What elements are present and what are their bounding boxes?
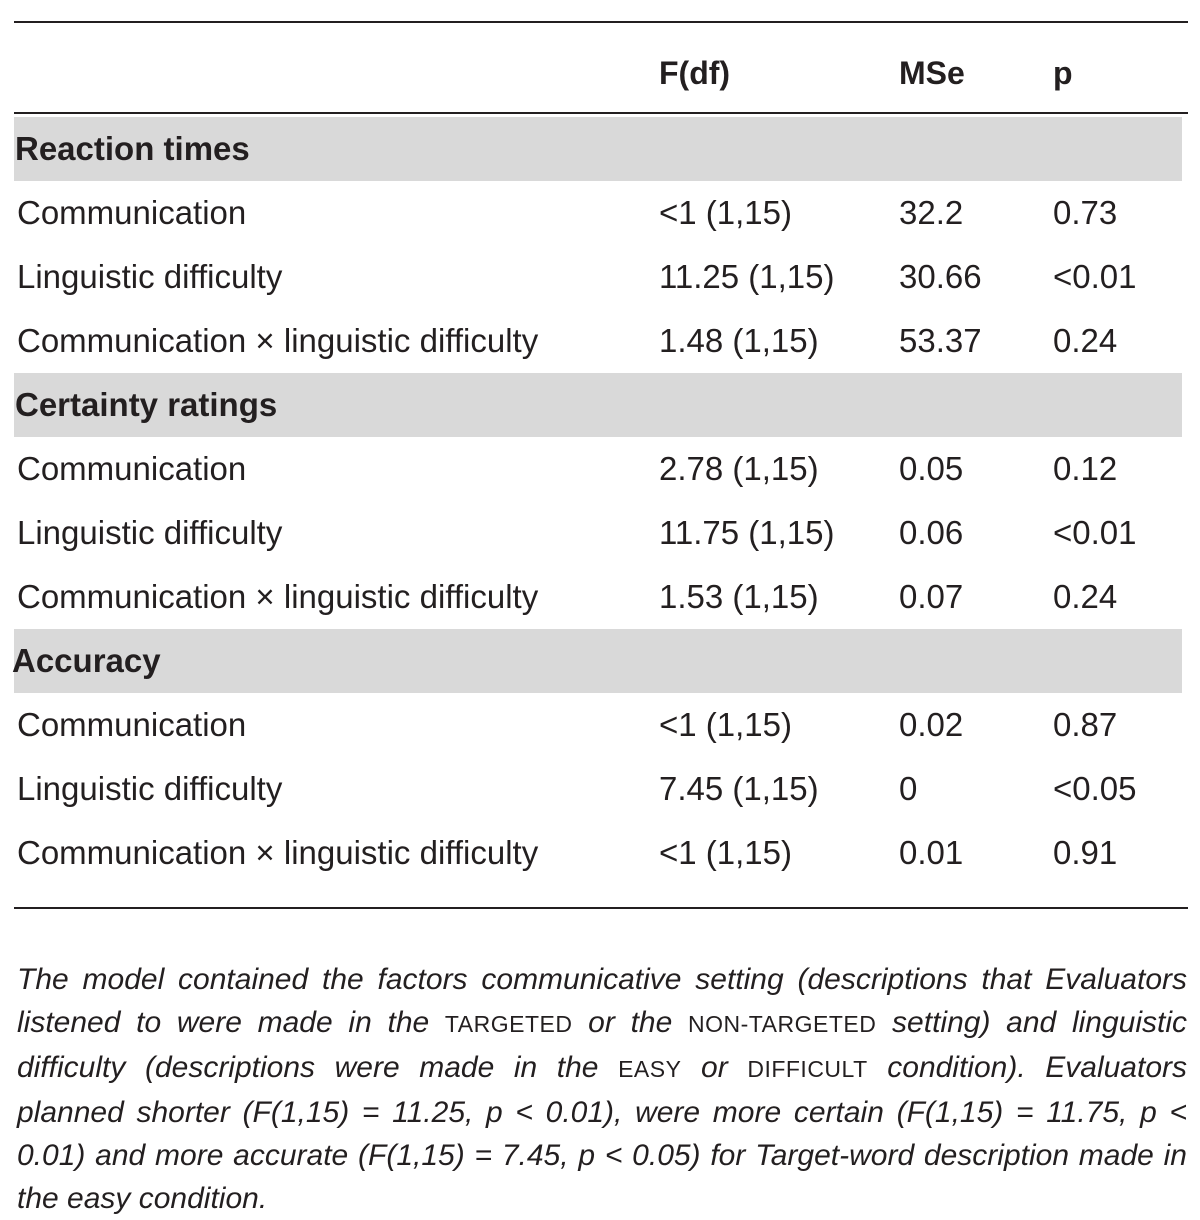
mse-cell: 0.07 xyxy=(899,578,964,615)
footnote-smallcaps: DIFFICULT xyxy=(747,1056,868,1082)
footnote-text: The model contained the factors communic… xyxy=(17,963,1187,1039)
p-cell: 0.73 xyxy=(1053,194,1118,231)
p-cell: <0.05 xyxy=(1053,770,1137,807)
f-df-cell: <1 (1,15) xyxy=(659,194,792,231)
p-cell: 0.12 xyxy=(1053,450,1118,487)
f-df-cell: <1 (1,15) xyxy=(659,834,792,871)
header-f-df: F(df) xyxy=(659,55,731,91)
section-accuracy: Accuracy xyxy=(12,629,1182,693)
factor-cell: Linguistic difficulty xyxy=(17,258,283,295)
f-df-cell: 1.48 (1,15) xyxy=(659,322,819,359)
header-p: p xyxy=(1053,55,1073,91)
p-cell: <0.01 xyxy=(1053,258,1137,295)
table-header-rule xyxy=(14,112,1188,114)
section-reaction-times: Reaction times xyxy=(14,117,1182,181)
p-cell: <0.01 xyxy=(1053,514,1137,551)
section-title: Accuracy xyxy=(12,642,161,679)
f-df-cell: 11.75 (1,15) xyxy=(659,514,835,551)
table-row: Communication × linguistic difficulty <1… xyxy=(14,821,1182,885)
factor-cell: Communication xyxy=(17,450,247,487)
f-df-cell: 1.53 (1,15) xyxy=(659,578,819,615)
section-title: Reaction times xyxy=(15,130,250,167)
mse-cell: 0 xyxy=(899,770,918,807)
footnote-text: condition). Evaluators planned shorter (… xyxy=(17,1051,1187,1215)
footnote-smallcaps: EASY xyxy=(618,1056,682,1082)
table-row: Communication × linguistic difficulty 1.… xyxy=(14,309,1182,373)
factor-cell: Communication × linguistic difficulty xyxy=(17,578,539,615)
table-row: Linguistic difficulty 11.25 (1,15) 30.66… xyxy=(14,245,1182,309)
f-df-cell: 11.25 (1,15) xyxy=(659,258,835,295)
table-top-rule xyxy=(14,21,1188,23)
mse-cell: 0.02 xyxy=(899,706,964,743)
section-title: Certainty ratings xyxy=(15,386,278,423)
table-row: Communication 2.78 (1,15) 0.05 0.12 xyxy=(14,437,1182,501)
table-row: Linguistic difficulty 7.45 (1,15) 0 <0.0… xyxy=(14,757,1182,821)
f-df-cell: 2.78 (1,15) xyxy=(659,450,819,487)
footnote-smallcaps: NON-TARGETED xyxy=(688,1011,877,1037)
factor-cell: Communication × linguistic difficulty xyxy=(17,834,539,871)
p-cell: 0.91 xyxy=(1053,834,1118,871)
p-cell: 0.24 xyxy=(1053,322,1118,359)
footnote-text: or xyxy=(681,1051,748,1084)
mse-cell: 30.66 xyxy=(899,258,982,295)
footnote-text: or the xyxy=(572,1006,689,1039)
factor-cell: Communication × linguistic difficulty xyxy=(17,322,539,359)
mse-cell: 53.37 xyxy=(899,322,982,359)
header-mse: MSe xyxy=(899,55,965,91)
table-row: Linguistic difficulty 11.75 (1,15) 0.06 … xyxy=(14,501,1182,565)
table-bottom-rule xyxy=(14,907,1188,909)
footnote-smallcaps: TARGETED xyxy=(444,1011,573,1037)
mse-cell: 0.06 xyxy=(899,514,964,551)
factor-cell: Linguistic difficulty xyxy=(17,514,283,551)
table-row: Communication × linguistic difficulty 1.… xyxy=(14,565,1182,629)
factor-cell: Communication xyxy=(17,706,247,743)
mse-cell: 0.01 xyxy=(899,834,964,871)
section-certainty-ratings: Certainty ratings xyxy=(14,373,1182,437)
factor-cell: Linguistic difficulty xyxy=(17,770,283,807)
f-df-cell: <1 (1,15) xyxy=(659,706,792,743)
footnote-text: setting) and linguistic difficulty (desc… xyxy=(17,1006,1187,1084)
table-header-row: F(df) MSe p xyxy=(14,38,1182,108)
factor-cell: Communication xyxy=(17,194,247,231)
p-cell: 0.87 xyxy=(1053,706,1118,743)
table-row: Communication <1 (1,15) 32.2 0.73 xyxy=(14,181,1182,245)
mse-cell: 32.2 xyxy=(899,194,964,231)
table-row: Communication <1 (1,15) 0.02 0.87 xyxy=(14,693,1182,757)
table-footnote: The model contained the factors communic… xyxy=(17,958,1187,1220)
mse-cell: 0.05 xyxy=(899,450,964,487)
f-df-cell: 7.45 (1,15) xyxy=(659,770,819,807)
p-cell: 0.24 xyxy=(1053,578,1118,615)
